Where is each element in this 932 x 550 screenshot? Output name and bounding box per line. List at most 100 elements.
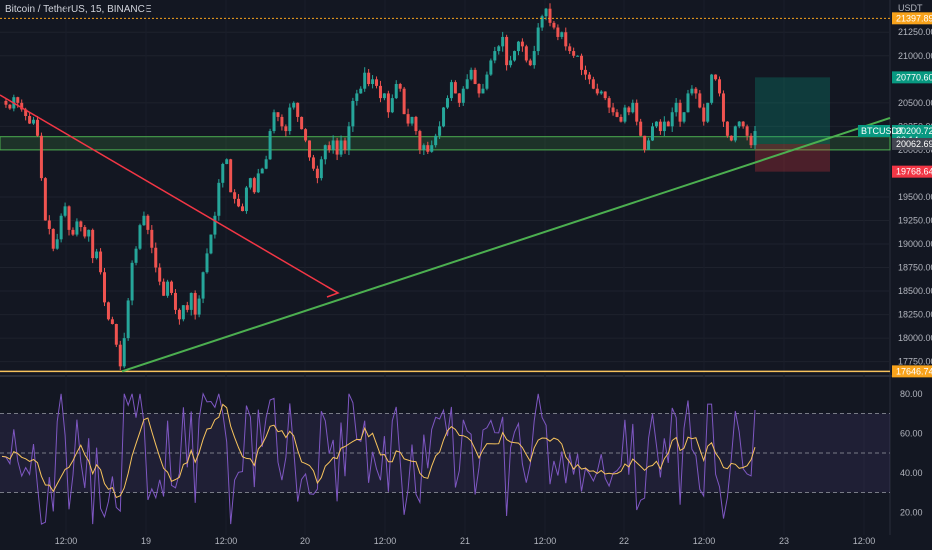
candle-body [170, 281, 174, 293]
candle-body [327, 145, 331, 150]
candle-body [753, 131, 757, 146]
candle-body [221, 164, 225, 183]
candle-body [177, 309, 181, 320]
candle-body [367, 72, 371, 84]
candle-body [95, 251, 99, 259]
candle-body [615, 112, 619, 117]
candle-body [406, 114, 410, 124]
candle-body [331, 140, 335, 150]
candle-body [233, 192, 237, 199]
candle-body [122, 338, 126, 367]
candle-body [386, 93, 390, 113]
candle-body [729, 135, 733, 141]
candle-body [79, 221, 83, 228]
candle-body [398, 84, 402, 89]
candle-body [248, 178, 252, 188]
candle-body [698, 93, 702, 108]
time-tick-label: 12:00 [374, 536, 397, 546]
candle-body [394, 84, 398, 99]
candle-body [24, 109, 28, 116]
rsi-ma-line [1, 403, 756, 499]
tag-stop-bg [892, 165, 932, 178]
candle-body [185, 305, 189, 310]
price-axis: 21250.0021000.0020500.0020250.0020000.00… [858, 3, 932, 517]
candle-body [382, 93, 386, 99]
candle-body [335, 140, 339, 155]
price-tick-label: 19000.00 [898, 239, 932, 249]
candle-body [363, 72, 367, 89]
candle-body [662, 121, 666, 132]
candle-body [355, 93, 359, 101]
candle-body [197, 298, 201, 315]
candle-body [548, 8, 552, 23]
candle-body [213, 215, 217, 235]
candle-body [378, 85, 382, 99]
price-tick-label: 18250.00 [898, 310, 932, 320]
candle-body [114, 324, 118, 345]
candle-body [51, 228, 55, 249]
candle-body [43, 178, 47, 221]
candle-body [721, 93, 725, 122]
candle-body [87, 229, 91, 237]
candle-body [489, 60, 493, 75]
candle-body [308, 140, 312, 158]
candle-body [339, 140, 343, 155]
tag-bottom: 17646.74 [896, 366, 932, 376]
candle-body [201, 272, 205, 299]
candle-body [260, 168, 264, 174]
price-tick-label: 19500.00 [898, 192, 932, 202]
grid [0, 0, 932, 535]
candle-body [35, 119, 39, 136]
candle-body [8, 104, 12, 109]
candle-body [603, 91, 607, 99]
candle-body [505, 36, 509, 66]
candle-body [434, 135, 438, 146]
candle-body [710, 74, 714, 103]
candle-body [83, 227, 87, 237]
time-tick-label: 20 [300, 536, 310, 546]
candle-body [564, 32, 568, 47]
candle-body [666, 121, 670, 127]
position-profit-area [755, 77, 830, 144]
candle-body [509, 60, 513, 66]
candle-body [524, 46, 528, 61]
candle-body [217, 182, 221, 216]
candle-body [272, 112, 276, 132]
candle-body [138, 225, 142, 249]
candle-body [520, 41, 524, 47]
candle-body [142, 215, 146, 226]
candle-body [595, 88, 599, 94]
candle-body [193, 292, 197, 315]
candle-body [572, 51, 576, 56]
candle-body [39, 135, 43, 179]
tag-current: 20200.72 [896, 126, 932, 136]
candle-body [189, 292, 193, 310]
candle-body [359, 88, 363, 94]
candle-body [103, 272, 107, 303]
candle-body [587, 74, 591, 80]
candle-body [166, 281, 170, 296]
candle-body [714, 74, 718, 80]
candle-body [485, 74, 489, 89]
candle-body [410, 116, 414, 124]
candle-body [453, 82, 457, 94]
candle-body [635, 102, 639, 122]
symbol-tag-bg [858, 124, 890, 137]
candle-body [323, 145, 327, 160]
rsi-tick-label: 20.00 [900, 507, 923, 517]
currency-label: USDT [898, 3, 923, 13]
candle-body [237, 198, 241, 207]
candle-body [351, 100, 355, 127]
candle-body [528, 60, 532, 66]
candle-body [371, 79, 375, 84]
candle-body [497, 46, 501, 52]
candle-body [280, 116, 284, 127]
candle-body [631, 102, 635, 113]
candle-body [390, 98, 394, 113]
candle-body [55, 239, 59, 249]
ascending-trendline [121, 117, 891, 373]
candle-body [591, 79, 595, 89]
price-tick-label: 17750.00 [898, 357, 932, 367]
candle-body [106, 302, 110, 320]
